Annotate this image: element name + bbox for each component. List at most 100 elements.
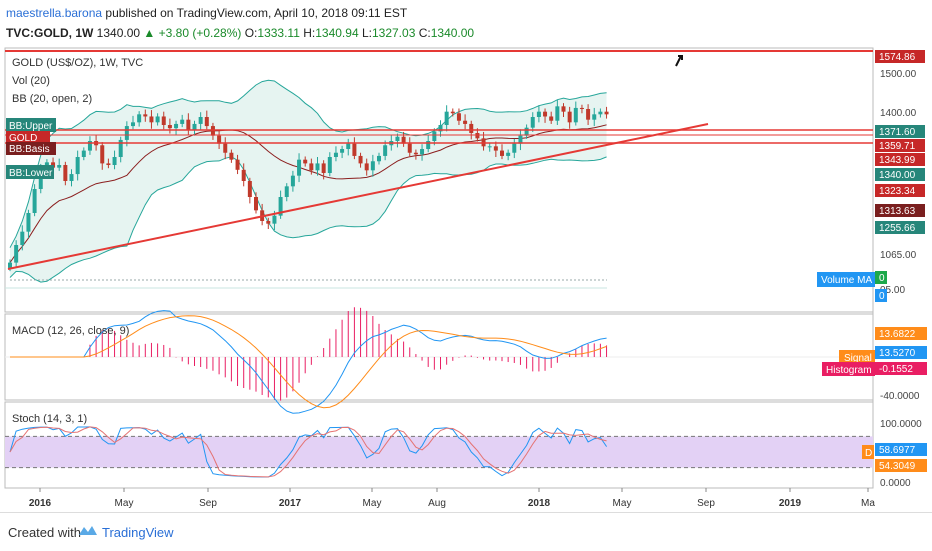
created-with-text: Created with	[8, 525, 81, 540]
macd-legend[interactable]: MACD (12, 26, close, 9)	[12, 325, 129, 337]
y-axis-tick-label: 1065.00	[880, 250, 917, 261]
candle	[315, 157, 320, 176]
candle	[75, 150, 80, 181]
x-axis-tick-label: Sep	[697, 498, 715, 509]
ohlc-line: TVC:GOLD, 1W 1340.00 ▲ +3.80 (+0.28%) O:…	[6, 26, 474, 40]
price-axis-tags: 1574.86 1371.60 1359.71 1343.99 1340.00 1323.…	[875, 50, 927, 472]
candle	[266, 217, 271, 229]
stoch-d-line	[9, 426, 607, 478]
candle	[297, 153, 302, 183]
price-tag: 1343.99	[875, 153, 925, 166]
close-label: C:	[418, 26, 431, 40]
candle	[463, 114, 468, 130]
ascending-trendline	[7, 123, 709, 270]
candle	[420, 144, 425, 161]
gold-tag-bg	[6, 131, 50, 143]
candle	[579, 104, 584, 114]
svg-text:13.6822: 13.6822	[879, 329, 916, 340]
candle	[155, 113, 160, 126]
candle	[487, 143, 492, 152]
x-axis-tick-label: May	[363, 498, 382, 509]
candle	[161, 111, 166, 130]
price-tag: 0	[875, 271, 887, 284]
y-axis-tick-label: 1500.00	[880, 69, 917, 80]
svg-text:1323.34: 1323.34	[879, 186, 916, 197]
candle	[549, 111, 554, 124]
candle	[290, 170, 295, 192]
svg-text:13.5270: 13.5270	[879, 348, 916, 359]
macd-price-tag: 13.6822	[875, 327, 927, 340]
vol-legend[interactable]: Vol (20)	[12, 75, 50, 87]
candle	[524, 124, 529, 139]
x-axis-tick-label: Sep	[199, 498, 217, 509]
candle	[81, 147, 86, 161]
svg-text:1574.86: 1574.86	[879, 52, 916, 63]
candle	[167, 118, 172, 134]
symbol-label[interactable]: TVC:GOLD, 1W	[6, 26, 94, 40]
macd-signal-line	[10, 315, 607, 409]
candle	[63, 161, 68, 186]
chart-canvas[interactable]: GOLD (US$/OZ), 1W, TVC Vol (20) BB (20, …	[0, 44, 932, 512]
tradingview-logo-icon	[79, 526, 97, 535]
candle	[444, 105, 449, 132]
candle	[223, 137, 228, 160]
low-label: L:	[361, 26, 372, 40]
svg-text:1340.00: 1340.00	[879, 170, 916, 181]
candle	[247, 177, 252, 204]
candle	[530, 112, 535, 132]
bb-upper-line	[9, 79, 607, 248]
svg-text:1343.99: 1343.99	[879, 155, 916, 166]
price-tag: 0	[875, 289, 887, 302]
y-axis-tick-label: 0.0000	[880, 478, 911, 489]
candle	[561, 103, 566, 117]
x-axis-tick-label: 2016	[29, 498, 52, 509]
gold-tag: GOLD	[9, 133, 37, 144]
x-axis-tick-label: Ma	[861, 498, 875, 509]
svg-text:54.3049: 54.3049	[879, 461, 916, 472]
candle	[604, 106, 609, 119]
svg-text:-0.1552: -0.1552	[879, 364, 913, 375]
candle	[518, 129, 523, 151]
candle	[32, 184, 37, 217]
candle	[229, 149, 234, 163]
main-legend-title[interactable]: GOLD (US$/OZ), 1W, TVC	[12, 57, 143, 69]
publish-line: maestrella.barona published on TradingVi…	[6, 6, 407, 20]
candle	[131, 115, 135, 130]
stoch-legend[interactable]: Stoch (14, 3, 1)	[12, 413, 87, 425]
svg-text:1313.63: 1313.63	[879, 206, 916, 217]
chart-header: maestrella.barona published on TradingVi…	[0, 0, 932, 44]
x-axis-ticks: 2016 May Sep 2017 May Aug 2018 May Sep 2019 Ma	[29, 488, 875, 509]
author-link[interactable]: maestrella.barona	[6, 6, 103, 20]
x-axis-tick-label: May	[613, 498, 632, 509]
bb-legend[interactable]: BB (20, open, 2)	[12, 93, 92, 105]
signal-tag: Signal	[844, 353, 872, 364]
footer: Created with TradingView	[0, 512, 932, 551]
candle	[500, 144, 504, 160]
candle	[352, 137, 357, 160]
candle	[573, 101, 578, 126]
x-axis-tick-label: 2017	[279, 498, 302, 509]
candle	[87, 136, 92, 155]
bb-upper-tag-bg	[6, 118, 56, 132]
close-value: 1340.00	[430, 26, 475, 40]
candle	[450, 108, 455, 117]
candle	[555, 99, 560, 125]
volume-ma-tag: Volume MA	[821, 275, 872, 286]
macd-line	[10, 310, 607, 414]
stoch-band	[5, 436, 873, 468]
candle	[333, 146, 338, 162]
svg-text:1371.60: 1371.60	[879, 127, 916, 138]
candle	[340, 145, 345, 159]
d-tag: D	[865, 448, 872, 459]
candle	[143, 109, 148, 122]
candle	[186, 113, 191, 135]
volume-ma-tag-bg	[817, 272, 875, 287]
y-axis-tick-label: 05.00	[880, 285, 905, 296]
svg-text:0: 0	[879, 273, 885, 284]
d-tag-bg	[862, 445, 874, 459]
tradingview-brand[interactable]: TradingView	[102, 525, 174, 540]
macd-price-tag: 13.5270	[875, 346, 927, 359]
price-tag: 1255.66	[875, 221, 925, 234]
candle	[543, 108, 548, 123]
svg-text:58.6977: 58.6977	[879, 445, 916, 456]
